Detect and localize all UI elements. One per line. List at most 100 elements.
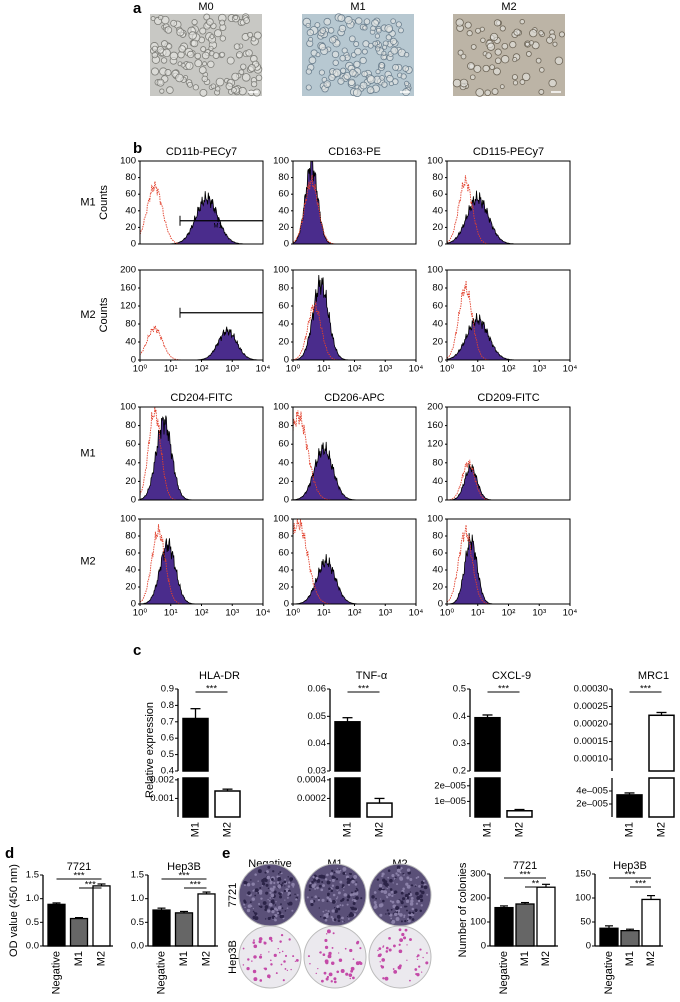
cell <box>177 51 185 59</box>
cell <box>315 52 321 58</box>
y-tick-label: 0.9 <box>161 684 174 695</box>
cell <box>308 36 314 42</box>
colony <box>327 954 332 959</box>
colony <box>279 871 282 874</box>
y-tick-label: 40 <box>432 319 443 330</box>
cell <box>210 83 217 89</box>
cell <box>493 67 501 76</box>
colony <box>387 869 391 872</box>
colony <box>331 884 335 887</box>
category-label: M2 <box>95 951 107 966</box>
y-tick-label: 0 <box>131 599 136 610</box>
colony <box>265 870 269 874</box>
colony <box>353 897 355 900</box>
plot-frame <box>446 518 571 605</box>
colony <box>273 953 277 957</box>
cell <box>378 62 385 69</box>
histogram-title: CD204-FITC <box>170 392 232 404</box>
x-tick-label: 10⁰ <box>286 608 301 619</box>
cell <box>382 44 388 50</box>
plate <box>238 925 302 989</box>
y-tick-label: 0.7 <box>161 716 174 727</box>
colony <box>254 894 257 897</box>
colony <box>310 899 314 904</box>
cell <box>230 87 237 94</box>
x-tick-label: 10³ <box>532 364 546 375</box>
colony <box>406 917 410 921</box>
colony <box>268 977 271 979</box>
colony <box>325 909 327 912</box>
colony <box>342 871 346 875</box>
cell <box>248 64 256 72</box>
colony <box>420 885 424 889</box>
colony <box>398 928 402 932</box>
colony <box>341 920 344 923</box>
colony <box>336 870 339 874</box>
colony <box>386 887 388 890</box>
cell <box>225 82 234 90</box>
colony <box>426 952 428 954</box>
cell <box>219 35 226 42</box>
colony <box>260 953 262 956</box>
colony <box>335 897 338 900</box>
y-tick-label: 0.5 <box>26 917 39 928</box>
colony <box>254 888 259 893</box>
cell <box>398 27 404 34</box>
cell <box>353 60 361 68</box>
cell <box>215 77 225 87</box>
colony <box>294 960 296 963</box>
bar <box>648 714 675 772</box>
colony <box>373 901 377 904</box>
colony <box>270 887 275 892</box>
category-label: M1 <box>73 951 85 966</box>
colony <box>359 947 362 950</box>
colony <box>251 960 253 962</box>
cell <box>150 16 156 22</box>
cell <box>188 31 197 40</box>
y-tick-label: 80 <box>125 420 136 431</box>
cell <box>366 75 376 84</box>
colony <box>271 878 274 881</box>
cell <box>366 86 375 94</box>
colony <box>404 919 407 923</box>
colony <box>388 948 392 952</box>
cell <box>376 27 382 34</box>
colony <box>246 908 251 913</box>
bar <box>648 777 675 818</box>
colony <box>252 910 255 913</box>
colony <box>273 890 277 894</box>
y-tick-label: 80 <box>432 283 443 294</box>
colony <box>351 879 355 884</box>
colony <box>391 890 394 893</box>
bar <box>474 716 501 772</box>
colony <box>253 944 258 949</box>
cell <box>250 80 258 88</box>
colony <box>277 884 281 889</box>
plot-frame <box>139 406 264 501</box>
bar <box>334 777 361 818</box>
colony <box>309 882 312 885</box>
colony <box>375 897 377 900</box>
colony <box>264 967 268 971</box>
bar <box>616 794 643 818</box>
cell <box>318 43 327 51</box>
plot-frame <box>139 518 264 605</box>
colony <box>346 877 350 881</box>
bar <box>494 906 514 947</box>
colony <box>325 961 329 965</box>
colony <box>377 955 379 957</box>
colony <box>347 917 350 920</box>
significance-label: *** <box>519 870 530 881</box>
colony <box>314 895 318 899</box>
colony <box>336 914 341 919</box>
colony <box>272 870 275 873</box>
colony <box>382 945 385 947</box>
y-tick-label: 60 <box>125 439 136 450</box>
colony <box>322 910 325 913</box>
colony <box>396 899 400 904</box>
colony <box>356 881 358 883</box>
y-axis-label: Counts <box>98 297 110 332</box>
y-tick-label: 20 <box>125 582 136 593</box>
x-tick-label: 10² <box>348 364 362 375</box>
